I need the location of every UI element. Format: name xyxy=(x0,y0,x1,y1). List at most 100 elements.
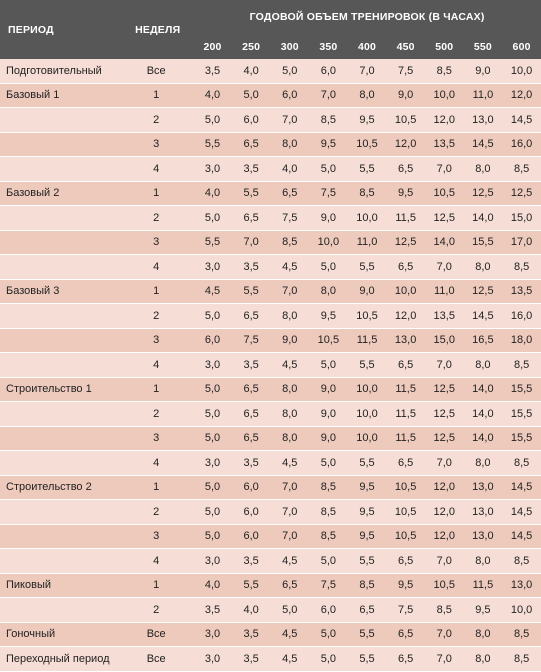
hours-value-cell: 5,0 xyxy=(270,597,310,623)
hours-value-cell: 7,0 xyxy=(347,59,387,84)
hours-value-cell: 9,0 xyxy=(463,59,503,84)
hours-value-cell: 8,5 xyxy=(502,254,541,280)
hours-value-cell: 6,5 xyxy=(386,156,425,182)
hours-value-cell: 6,5 xyxy=(231,132,271,157)
hours-value-cell: 13,0 xyxy=(463,107,503,133)
hours-value-cell: 5,0 xyxy=(193,303,232,329)
hours-value-cell: 10,0 xyxy=(502,59,541,84)
hours-value-cell: 12,5 xyxy=(424,205,464,231)
week-cell: 1 xyxy=(133,279,194,304)
hours-value-cell: 10,5 xyxy=(424,181,464,206)
hours-value-cell: 7,0 xyxy=(424,450,464,476)
hours-value-cell: 12,5 xyxy=(463,279,503,304)
hours-value-cell: 12,5 xyxy=(424,401,464,427)
hours-value-cell: 15,0 xyxy=(424,328,464,353)
period-cell xyxy=(0,524,134,549)
hours-value-cell: 6,5 xyxy=(386,352,425,378)
hours-value-cell: 5,0 xyxy=(231,83,271,108)
week-cell: 3 xyxy=(133,426,194,451)
period-column-header: ПЕРИОД xyxy=(0,0,134,59)
hours-value-cell: 3,0 xyxy=(193,548,232,574)
period-cell xyxy=(0,426,134,451)
hours-value-cell: 7,0 xyxy=(270,499,310,525)
hours-column-header: 200 xyxy=(193,34,232,59)
hours-value-cell: 9,5 xyxy=(347,107,387,133)
hours-value-cell: 6,5 xyxy=(386,646,425,672)
table-row: 2 5,0 6,5 8,0 9,5 10,5 12,0 13,5 14,5 16,0 xyxy=(0,303,541,329)
period-cell xyxy=(0,499,134,525)
week-cell: 2 xyxy=(133,107,194,133)
hours-value-cell: 5,0 xyxy=(193,107,232,133)
hours-value-cell: 5,0 xyxy=(270,59,310,84)
hours-value-cell: 4,5 xyxy=(193,279,232,304)
hours-value-cell: 6,5 xyxy=(231,377,271,402)
week-cell: 2 xyxy=(133,401,194,427)
hours-value-cell: 6,5 xyxy=(270,181,310,206)
hours-value-cell: 15,5 xyxy=(502,401,541,427)
period-cell xyxy=(0,230,134,255)
hours-value-cell: 6,5 xyxy=(231,205,271,231)
hours-value-cell: 5,0 xyxy=(193,377,232,402)
hours-value-cell: 8,5 xyxy=(309,475,348,500)
hours-value-cell: 14,5 xyxy=(502,107,541,133)
period-cell: Строительство 1 xyxy=(0,377,134,402)
hours-value-cell: 10,5 xyxy=(386,499,425,525)
hours-value-cell: 6,0 xyxy=(193,328,232,353)
hours-value-cell: 4,5 xyxy=(270,548,310,574)
hours-value-cell: 4,0 xyxy=(193,181,232,206)
period-cell: Строительство 2 xyxy=(0,475,134,500)
hours-value-cell: 13,0 xyxy=(463,524,503,549)
hours-value-cell: 15,5 xyxy=(502,426,541,451)
hours-value-cell: 5,5 xyxy=(193,230,232,255)
hours-value-cell: 6,0 xyxy=(231,107,271,133)
hours-value-cell: 13,0 xyxy=(463,475,503,500)
hours-value-cell: 3,0 xyxy=(193,254,232,280)
hours-value-cell: 8,5 xyxy=(424,597,464,623)
hours-value-cell: 4,5 xyxy=(270,254,310,280)
hours-value-cell: 3,5 xyxy=(231,156,271,182)
hours-value-cell: 9,0 xyxy=(309,426,348,451)
hours-value-cell: 10,5 xyxy=(347,303,387,329)
hours-value-cell: 12,0 xyxy=(502,83,541,108)
hours-value-cell: 7,0 xyxy=(309,83,348,108)
week-cell: 2 xyxy=(133,205,194,231)
hours-value-cell: 3,5 xyxy=(231,622,271,647)
hours-value-cell: 10,5 xyxy=(386,524,425,549)
hours-value-cell: 12,0 xyxy=(424,524,464,549)
period-cell: Переходный период xyxy=(0,646,134,672)
hours-value-cell: 10,0 xyxy=(386,279,425,304)
hours-value-cell: 7,0 xyxy=(424,646,464,672)
hours-value-cell: 11,5 xyxy=(386,377,425,402)
hours-value-cell: 5,5 xyxy=(347,352,387,378)
hours-value-cell: 3,0 xyxy=(193,450,232,476)
hours-value-cell: 7,5 xyxy=(386,59,425,84)
hours-column-header: 400 xyxy=(347,34,387,59)
hours-value-cell: 16,5 xyxy=(463,328,503,353)
hours-value-cell: 9,5 xyxy=(386,181,425,206)
hours-value-cell: 5,5 xyxy=(231,573,271,598)
hours-value-cell: 9,5 xyxy=(463,597,503,623)
hours-value-cell: 7,0 xyxy=(270,279,310,304)
hours-value-cell: 3,5 xyxy=(231,450,271,476)
period-cell xyxy=(0,548,134,574)
table-row: 2 5,0 6,0 7,0 8,5 9,5 10,5 12,0 13,0 14,5 xyxy=(0,107,541,133)
hours-value-cell: 5,0 xyxy=(193,524,232,549)
hours-value-cell: 14,0 xyxy=(463,401,503,427)
hours-value-cell: 6,0 xyxy=(309,597,348,623)
period-cell xyxy=(0,254,134,280)
hours-value-cell: 6,5 xyxy=(231,426,271,451)
hours-value-cell: 8,0 xyxy=(270,132,310,157)
week-cell: 4 xyxy=(133,352,194,378)
hours-value-cell: 5,5 xyxy=(347,646,387,672)
week-cell: 4 xyxy=(133,156,194,182)
hours-value-cell: 7,5 xyxy=(270,205,310,231)
hours-value-cell: 6,0 xyxy=(270,83,310,108)
hours-value-cell: 14,5 xyxy=(463,132,503,157)
hours-value-cell: 11,5 xyxy=(386,426,425,451)
hours-value-cell: 5,0 xyxy=(309,352,348,378)
week-cell: 1 xyxy=(133,377,194,402)
hours-value-cell: 8,0 xyxy=(270,377,310,402)
period-cell xyxy=(0,205,134,231)
hours-value-cell: 3,5 xyxy=(231,352,271,378)
